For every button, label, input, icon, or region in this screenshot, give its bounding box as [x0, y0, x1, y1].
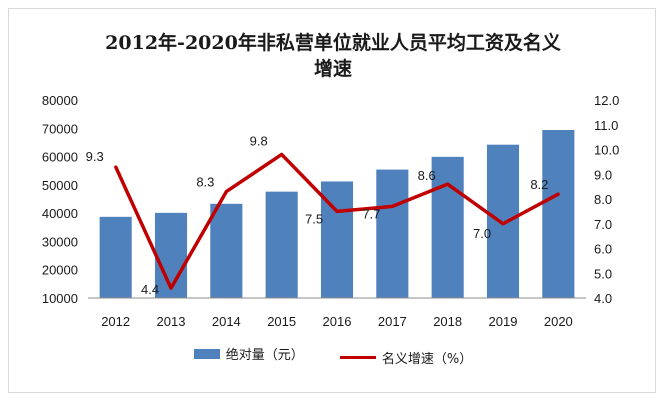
- x-tick-label: 2013: [157, 314, 186, 329]
- y-right-tick-label: 5.0: [594, 266, 612, 281]
- bar-2014: [210, 203, 243, 298]
- x-tick-label: 2016: [323, 314, 352, 329]
- bar-2013: [154, 212, 188, 298]
- bar-2018: [431, 156, 464, 298]
- data-label-2018: 8.6: [418, 168, 436, 183]
- bar-series: [99, 129, 575, 298]
- y-right-tick-label: 4.0: [594, 291, 612, 306]
- line-point-2017: [390, 204, 394, 208]
- y-left-tick-label: 70000: [42, 121, 78, 136]
- data-labels: 9.3 4.4 8.3 9.8 7.5 7.7 8.6 7.0 8.2: [86, 133, 549, 297]
- data-label-2014: 8.3: [196, 175, 214, 190]
- data-label-2015: 9.8: [250, 133, 268, 148]
- data-label-2013: 4.4: [141, 282, 159, 297]
- data-label-2016: 7.5: [305, 211, 323, 226]
- legend: 绝对量（元） 名义增速（%）: [0, 344, 666, 367]
- data-label-2017: 7.7: [362, 206, 380, 221]
- chart-frame: [8, 8, 656, 393]
- line-point-2012: [114, 165, 118, 169]
- bar-2019: [486, 144, 520, 298]
- axes: 2012 2013 2014 2015 2016 2017 2018 2019 2020 1000…: [42, 93, 619, 329]
- legend-swatch-bar: [193, 348, 220, 359]
- y-left-tick-label: 50000: [42, 178, 78, 193]
- y-left-tick-label: 10000: [42, 291, 78, 306]
- y-left-tick-label: 40000: [42, 206, 78, 221]
- bar-2015: [265, 191, 298, 298]
- bar-2012: [99, 216, 132, 298]
- y-left-tick-label: 30000: [42, 234, 78, 249]
- line-point-2015: [280, 152, 284, 156]
- y-right-tick-label: 6.0: [594, 242, 612, 257]
- y-right-tick-label: 10.0: [594, 143, 619, 158]
- x-tick-label: 2012: [101, 314, 130, 329]
- data-label-2012: 9.3: [86, 149, 104, 164]
- line-point-2018: [446, 182, 450, 186]
- legend-item-line: 名义增速（%）: [339, 348, 473, 367]
- x-tick-label: 2017: [378, 314, 407, 329]
- bar-2020: [542, 129, 575, 298]
- x-tick-label: 2014: [212, 314, 241, 329]
- y-right-tick-label: 9.0: [594, 167, 612, 182]
- legend-label-bars: 绝对量（元）: [225, 348, 304, 363]
- x-tick-label: 2015: [267, 314, 296, 329]
- x-tick-label: 2018: [433, 314, 462, 329]
- x-tick-label: 2020: [544, 314, 573, 329]
- line-point-2019: [501, 222, 505, 226]
- y-right-tick-label: 12.0: [594, 93, 619, 108]
- line-series: [114, 152, 560, 290]
- line-point-2014: [224, 190, 228, 194]
- y-left-tick-label: 20000: [42, 263, 78, 278]
- chart-title: 2012年-2020年非私营单位就业人员平均工资及名义增速: [105, 32, 561, 80]
- line-point-2020: [556, 192, 560, 196]
- data-label-2019: 7.0: [473, 226, 491, 241]
- data-label-2020: 8.2: [530, 177, 548, 192]
- line-point-2016: [335, 209, 339, 213]
- legend-label-line: 名义增速（%）: [381, 351, 473, 367]
- y-left-tick-label: 60000: [42, 150, 78, 165]
- legend-item-bars: 绝对量（元）: [193, 344, 304, 363]
- bar-2017: [376, 169, 409, 298]
- line-point-2013: [169, 286, 173, 290]
- y-right-tick-label: 8.0: [594, 192, 612, 207]
- legend-swatch-line: [339, 355, 376, 359]
- y-right-tick-label: 11.0: [594, 118, 618, 133]
- y-right-tick-label: 7.0: [594, 217, 612, 232]
- x-tick-label: 2019: [489, 314, 518, 329]
- y-left-tick-label: 80000: [42, 93, 78, 108]
